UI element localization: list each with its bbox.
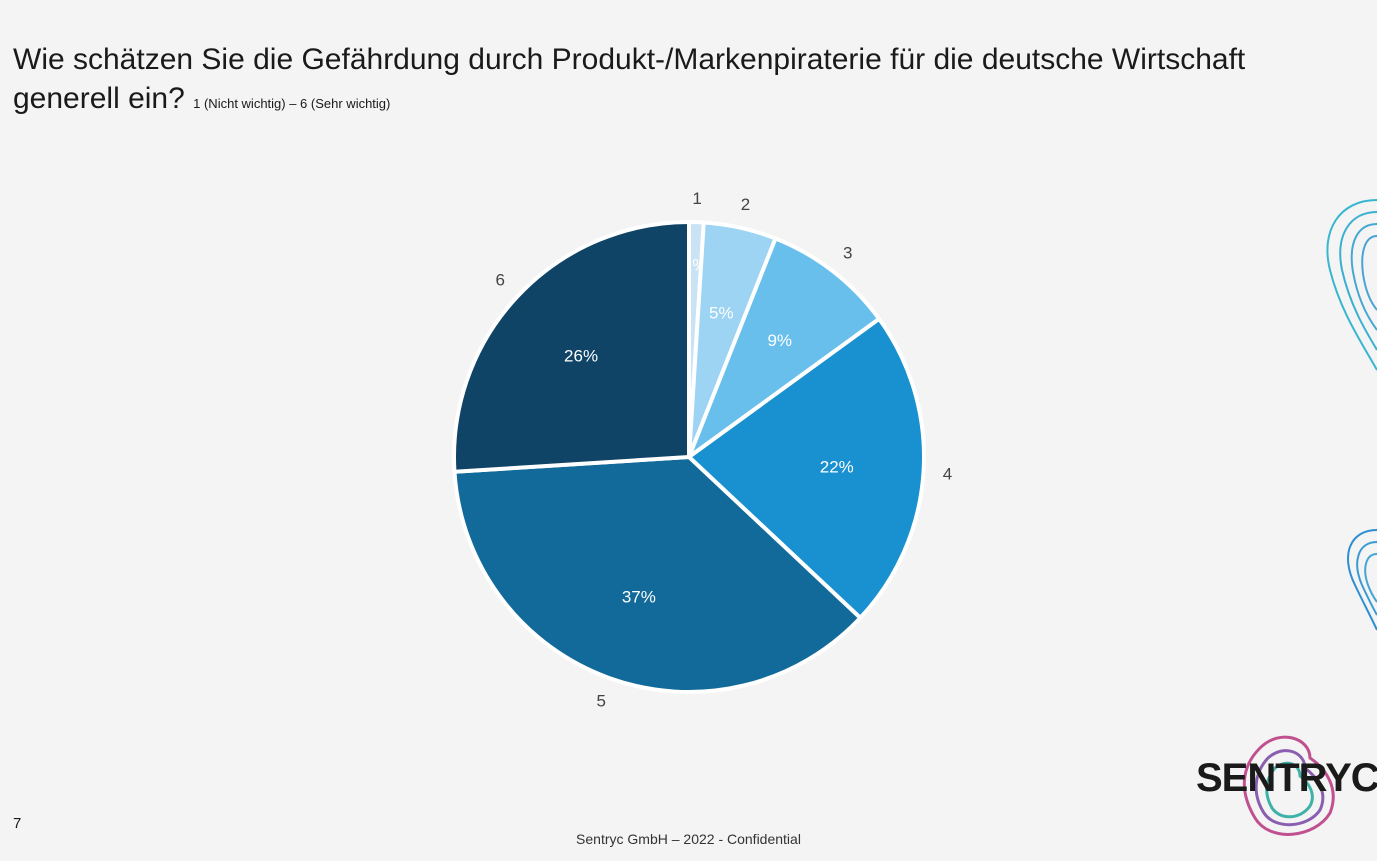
sentryc-logo: SENTRYC xyxy=(1190,728,1377,848)
data-label-4: 22% xyxy=(820,457,854,476)
data-label-6: 26% xyxy=(564,347,598,366)
data-label-5: 37% xyxy=(622,587,656,606)
pie-slice-6 xyxy=(452,219,691,474)
category-label-3: 3 xyxy=(843,243,852,262)
pie-slice-4 xyxy=(685,316,926,621)
category-label-6: 6 xyxy=(495,271,504,290)
category-label-4: 4 xyxy=(943,464,952,483)
scale-note: 1 (Nicht wichtig) – 6 (Sehr wichtig) xyxy=(193,96,391,111)
footer-text: Sentryc GmbH – 2022 - Confidential xyxy=(576,831,801,847)
logo-contour-icon xyxy=(1242,735,1335,836)
data-label-3: 9% xyxy=(767,331,792,350)
pie-slice-3 xyxy=(684,235,882,463)
pie-slice-5 xyxy=(452,454,864,694)
page-title: Wie schätzen Sie die Gefährdung durch Pr… xyxy=(13,40,1263,123)
page-number: 7 xyxy=(13,815,22,832)
category-label-1: 1 xyxy=(692,189,701,208)
decorative-contour-lines xyxy=(1326,199,1377,631)
category-label-2: 2 xyxy=(741,195,750,214)
logo-text: SENTRYC xyxy=(1196,756,1377,800)
data-label-2: 5% xyxy=(709,304,734,323)
category-label-5: 5 xyxy=(597,692,606,711)
question-text: Wie schätzen Sie die Gefährdung durch Pr… xyxy=(13,43,1246,115)
